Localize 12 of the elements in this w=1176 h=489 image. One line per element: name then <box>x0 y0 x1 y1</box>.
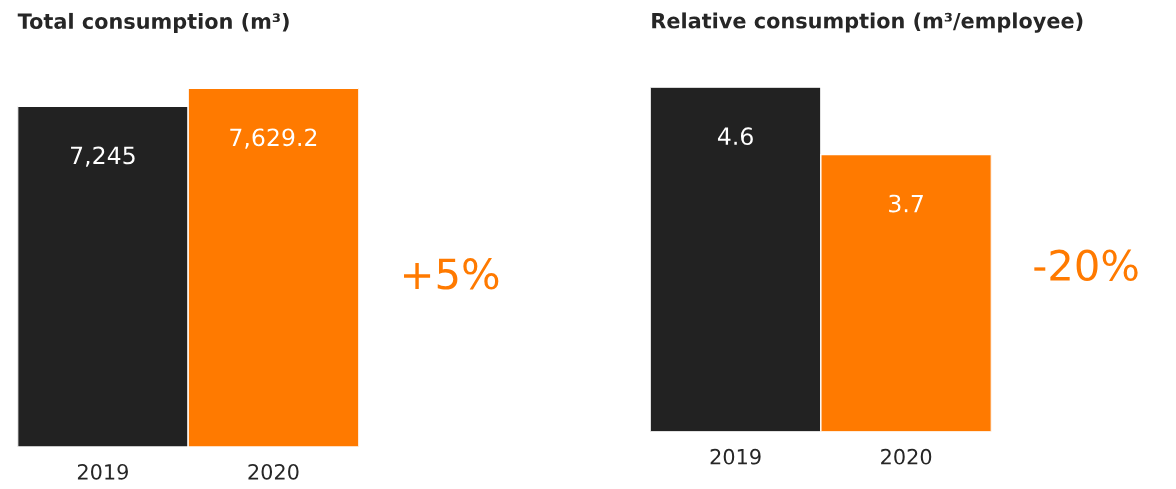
chart-title: Total consumption (m³) <box>17 12 289 34</box>
text: -20% <box>1034 249 1138 282</box>
text: +5% <box>404 258 499 290</box>
x-tick-label: 2019 <box>77 463 128 480</box>
x-tick-label: 2020 <box>248 463 299 480</box>
data-label: 7,245 <box>71 146 135 167</box>
x-tick-label: 2019 <box>710 448 761 465</box>
x-tick-label: 2020 <box>881 448 932 465</box>
data-label: 4.6 <box>717 127 753 146</box>
data-label: 3.7 <box>889 194 923 213</box>
chart-title: Relative consumption (m³/employee) <box>652 12 1083 33</box>
data-label: 7,629.2 <box>230 128 317 149</box>
